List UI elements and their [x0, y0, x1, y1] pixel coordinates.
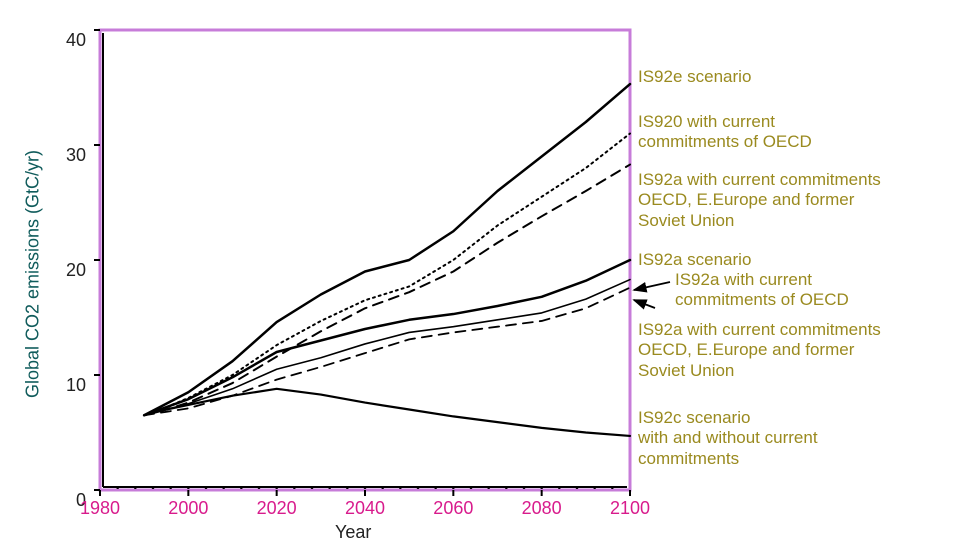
annotation-arrow: [634, 300, 655, 308]
baseline-dot: [399, 486, 402, 489]
baseline-dot: [576, 486, 579, 489]
baseline-dot: [240, 486, 243, 489]
baseline-dot: [593, 486, 596, 489]
baseline-dot: [152, 486, 155, 489]
baseline-dot: [470, 486, 473, 489]
baseline-dot: [381, 486, 384, 489]
baseline-dot: [205, 486, 208, 489]
baseline-dot: [258, 486, 261, 489]
baseline-dot: [169, 486, 172, 489]
lab-is920: IS920 with current commitments of OECD: [638, 112, 812, 153]
baseline-dot: [417, 486, 420, 489]
baseline-dot: [523, 486, 526, 489]
xtick-label: 2100: [610, 498, 650, 519]
lab-is92a-eesu2: IS92a with current commitments OECD, E.E…: [638, 320, 881, 381]
xtick-label: 1980: [80, 498, 120, 519]
ytick-label: 10: [66, 375, 86, 396]
baseline-dot: [487, 486, 490, 489]
xtick-label: 2080: [522, 498, 562, 519]
baseline-dot: [346, 486, 349, 489]
xtick-label: 2000: [168, 498, 208, 519]
x-axis-label: Year: [335, 522, 371, 543]
baseline-dot: [364, 486, 367, 489]
lab-is92c: IS92c scenario with and without current …: [638, 408, 818, 469]
baseline-dot: [293, 486, 296, 489]
y-axis-label: Global CO2 emissions (GtC/yr): [22, 150, 43, 398]
xtick-label: 2060: [433, 498, 473, 519]
baseline-dot: [116, 486, 119, 489]
xtick-label: 2020: [257, 498, 297, 519]
baseline-dot: [134, 486, 137, 489]
baseline-dot: [505, 486, 508, 489]
ytick-label: 40: [66, 30, 86, 51]
ytick-label: 20: [66, 260, 86, 281]
baseline-dot: [452, 486, 455, 489]
lab-is92a-oecd: IS92a with current commitments of OECD: [675, 270, 849, 311]
annotation-arrow: [634, 282, 670, 290]
baseline-dot: [311, 486, 314, 489]
baseline-dot: [611, 486, 614, 489]
baseline-dot: [328, 486, 331, 489]
lab-is92e: IS92e scenario: [638, 67, 751, 87]
baseline-dot: [222, 486, 225, 489]
lab-is92a-eesu: IS92a with current commitments OECD, E.E…: [638, 170, 881, 231]
lab-is92a: IS92a scenario: [638, 250, 751, 270]
xtick-label: 2040: [345, 498, 385, 519]
baseline-dot: [187, 486, 190, 489]
ytick-label: 30: [66, 145, 86, 166]
baseline-dot: [540, 486, 543, 489]
baseline-dot: [434, 486, 437, 489]
baseline-dot: [558, 486, 561, 489]
plot-background: [100, 30, 630, 490]
baseline-dot: [275, 486, 278, 489]
